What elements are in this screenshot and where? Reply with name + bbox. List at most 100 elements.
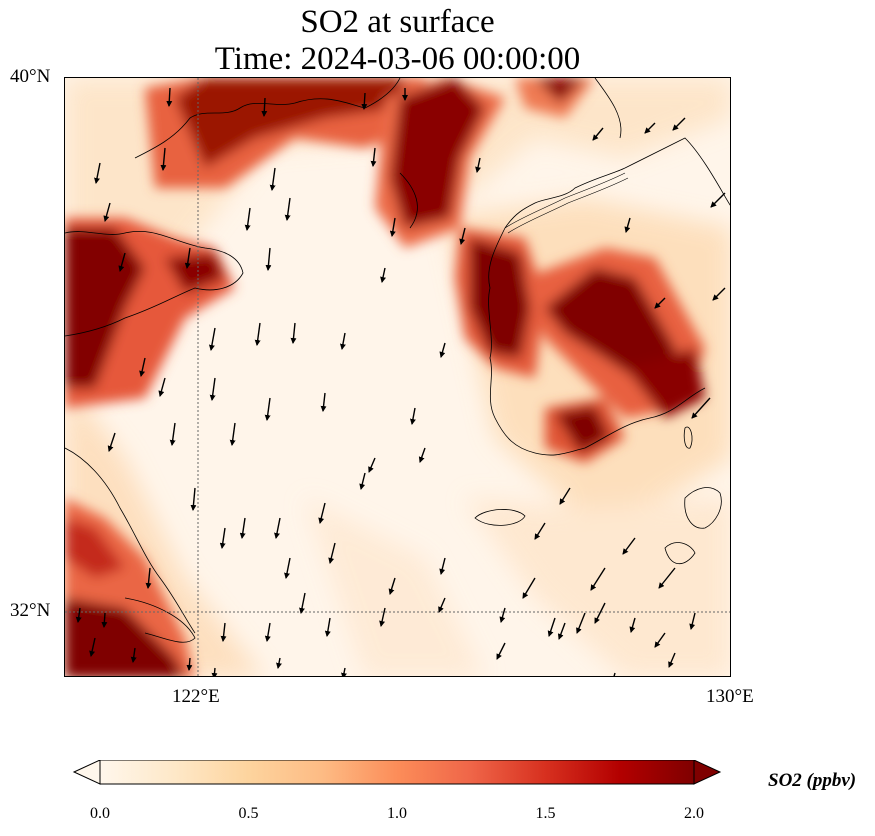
coastlines	[65, 78, 730, 643]
wind-arrow	[439, 342, 446, 358]
wind-arrow	[654, 632, 666, 648]
lat-label-40n: 40°N	[10, 66, 51, 87]
wind-arrow	[229, 422, 236, 446]
wind-arrow	[590, 567, 606, 591]
wind-arrow	[438, 597, 446, 613]
wind-arrow	[459, 227, 466, 245]
wind-arrow	[184, 247, 191, 269]
wind-arrow	[130, 647, 137, 663]
wind-arrow	[274, 517, 281, 539]
so2-field	[65, 78, 730, 676]
wind-arrow	[160, 147, 167, 171]
wind-arrow	[101, 612, 108, 628]
wind-arrow	[644, 122, 656, 134]
lon-label-130e: 130°E	[706, 686, 754, 707]
wind-arrow	[388, 577, 396, 595]
colorbar-extend-min	[72, 760, 101, 785]
wind-arrow	[418, 447, 426, 463]
wind-arrow	[209, 377, 216, 401]
wind-arrow	[613, 672, 616, 676]
wind-arrow	[244, 207, 251, 231]
wind-arrow	[522, 577, 536, 599]
chart-title-line1: SO2 at surface	[300, 4, 495, 40]
wind-arrow	[475, 157, 481, 173]
wind-arrow	[499, 607, 506, 623]
map-panel	[64, 77, 731, 677]
wind-arrow	[496, 642, 506, 660]
wind-arrow	[169, 422, 176, 446]
gridlines	[65, 78, 730, 676]
wind-arrow	[318, 502, 326, 524]
wind-arrow	[145, 567, 152, 589]
wind-arrow	[658, 567, 676, 589]
colorbar-tick-label: 1.5	[535, 805, 556, 822]
wind-arrow	[254, 322, 261, 346]
wind-arrow	[624, 217, 631, 233]
wind-arrow	[534, 522, 546, 540]
wind-arrow	[166, 87, 173, 107]
wind-arrow	[261, 97, 268, 117]
wind-arrow	[103, 202, 111, 222]
wind-arrow	[190, 487, 197, 511]
colorbar-tick-label: 1.0	[387, 805, 407, 822]
wind-arrow	[75, 607, 82, 623]
wind-arrow	[691, 397, 711, 419]
wind-arrow	[370, 147, 377, 167]
wind-arrow	[380, 267, 386, 283]
wind-arrow	[219, 527, 226, 549]
colorbar-gradient	[100, 760, 694, 784]
wind-arrow	[220, 622, 227, 642]
wind-arrow	[629, 617, 636, 633]
wind-arrow	[324, 617, 331, 637]
wind-arrow	[211, 667, 218, 676]
colorbar	[72, 760, 722, 785]
wind-arrow	[622, 537, 636, 555]
lon-label-122e: 122°E	[172, 686, 220, 707]
wind-arrow	[107, 432, 116, 452]
wind-arrow	[361, 92, 368, 110]
colorbar-tick-label: 0.0	[90, 805, 110, 822]
colorbar-label: SO2 (ppbv)	[768, 770, 857, 791]
wind-arrow	[94, 162, 101, 184]
wind-arrow	[290, 322, 297, 344]
wind-vectors	[75, 87, 726, 676]
colorbar-tick-label: 0.5	[238, 805, 259, 822]
wind-arrow	[359, 472, 366, 490]
wind-arrow	[89, 637, 96, 657]
wind-arrow	[158, 377, 166, 397]
wind-arrow	[557, 622, 566, 640]
wind-arrow	[264, 397, 271, 421]
colorbar-extend-max	[693, 760, 722, 785]
wind-arrow	[320, 392, 327, 412]
wind-arrow	[672, 117, 686, 131]
wind-arrow	[341, 667, 347, 676]
wind-arrow	[547, 617, 556, 637]
wind-arrow	[710, 192, 726, 208]
wind-arrow	[654, 297, 666, 309]
wind-arrow	[559, 487, 571, 505]
wind-arrow	[208, 327, 216, 351]
wind-arrow	[594, 602, 606, 624]
wind-arrow	[576, 612, 586, 634]
lat-label-32n: 32°N	[10, 600, 51, 621]
wind-arrow	[712, 287, 726, 301]
wind-arrow	[379, 607, 386, 627]
wind-arrow	[389, 217, 396, 237]
wind-arrow	[186, 657, 193, 671]
wind-arrow	[264, 622, 271, 642]
wind-arrow	[299, 592, 306, 614]
wind-arrow	[284, 197, 291, 221]
wind-arrow	[239, 517, 246, 539]
colorbar-tick-label: 2.0	[684, 805, 704, 822]
wind-arrow	[592, 127, 604, 141]
wind-arrow	[368, 457, 376, 473]
chart-title-line2: Time: 2024-03-06 00:00:00	[214, 41, 581, 77]
wind-arrow	[276, 657, 282, 669]
wind-arrow	[265, 247, 272, 271]
wind-arrow	[439, 557, 446, 575]
wind-arrow	[269, 167, 276, 191]
wind-arrow	[339, 332, 346, 350]
wind-arrow	[668, 652, 676, 668]
wind-arrow	[409, 407, 416, 425]
wind-arrow	[139, 357, 146, 377]
